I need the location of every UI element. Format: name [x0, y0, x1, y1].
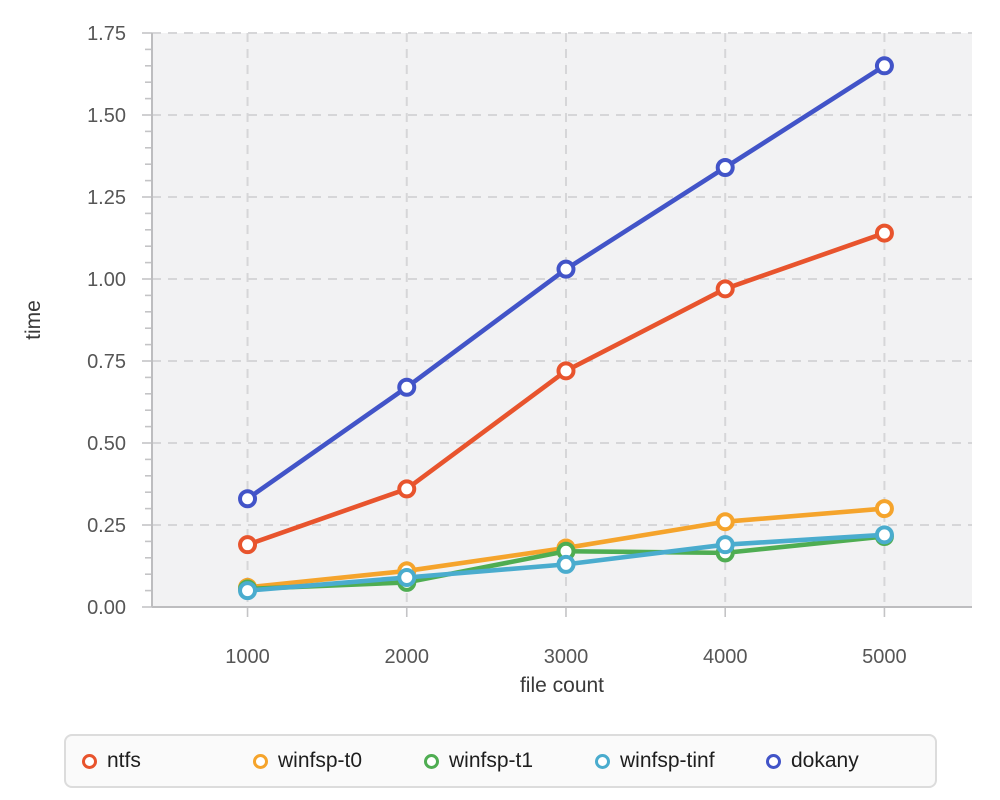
- series-winfsp-tinf: [238, 525, 894, 601]
- y-tick-label: 0.75: [87, 351, 126, 373]
- y-axis-title: time: [22, 300, 45, 340]
- x-tick-label: 5000: [862, 646, 907, 668]
- data-point: [238, 581, 258, 601]
- legend-item-ntfs: ntfs: [82, 749, 253, 773]
- legend-item-winfsp-tinf: winfsp-tinf: [595, 749, 766, 773]
- winfsp-tinf-marker-icon: [595, 753, 610, 769]
- series-dokany: [238, 56, 894, 509]
- series-ntfs: [238, 223, 894, 555]
- y-tick-label: 0.00: [87, 597, 126, 619]
- y-tick-label: 0.25: [87, 515, 126, 537]
- data-point: [238, 535, 258, 555]
- y-tick-label: 1.50: [87, 105, 126, 127]
- x-tick-label: 4000: [703, 646, 748, 668]
- legend-label: winfsp-t1: [449, 749, 534, 772]
- gridlines: [152, 32, 972, 607]
- data-point: [397, 377, 417, 397]
- legend-item-winfsp-t1: winfsp-t1: [424, 749, 595, 773]
- legend-label: winfsp-tinf: [620, 749, 715, 772]
- x-tick-label: 1000: [225, 646, 270, 668]
- plot-area: [152, 33, 972, 607]
- data-point: [874, 499, 894, 519]
- data-point: [874, 223, 894, 243]
- legend: ntfs winfsp-t0 winfsp-t1 winfsp-tinf dok…: [64, 734, 937, 788]
- winfsp-t1-marker-icon: [424, 753, 439, 769]
- data-point: [556, 554, 576, 574]
- y-tick-label: 1.25: [87, 187, 126, 209]
- data-point: [715, 535, 735, 555]
- legend-item-winfsp-t0: winfsp-t0: [253, 749, 424, 773]
- data-point: [874, 56, 894, 76]
- dokany-marker-icon: [766, 753, 781, 769]
- y-tick-label: 1.75: [87, 23, 126, 45]
- legend-label: winfsp-t0: [278, 749, 363, 772]
- data-point: [715, 279, 735, 299]
- ntfs-marker-icon: [82, 753, 97, 769]
- y-axis: 0.00 0.25 0.50 0.75 1.00 1.25 1.50 1.75: [87, 23, 153, 619]
- x-tick-label: 2000: [385, 646, 430, 668]
- winfsp-t0-marker-icon: [253, 753, 268, 769]
- data-point: [556, 259, 576, 279]
- data-point: [715, 157, 735, 177]
- data-point: [397, 567, 417, 587]
- data-point: [397, 479, 417, 499]
- data-point: [874, 525, 894, 545]
- x-axis: 1000 2000 3000 4000 5000: [152, 606, 972, 668]
- y-tick-label: 1.00: [87, 269, 126, 291]
- legend-label: ntfs: [107, 749, 141, 772]
- line-chart: 0.00 0.25 0.50 0.75 1.00 1.25 1.50 1.75 1000 2000…: [22, 23, 972, 697]
- data-point: [715, 512, 735, 532]
- legend-item-dokany: dokany: [766, 749, 859, 773]
- x-tick-label: 3000: [544, 646, 589, 668]
- data-point: [238, 489, 258, 509]
- data-point: [556, 361, 576, 381]
- legend-label: dokany: [791, 749, 859, 772]
- x-axis-title: file count: [520, 674, 604, 697]
- y-tick-label: 0.50: [87, 433, 126, 455]
